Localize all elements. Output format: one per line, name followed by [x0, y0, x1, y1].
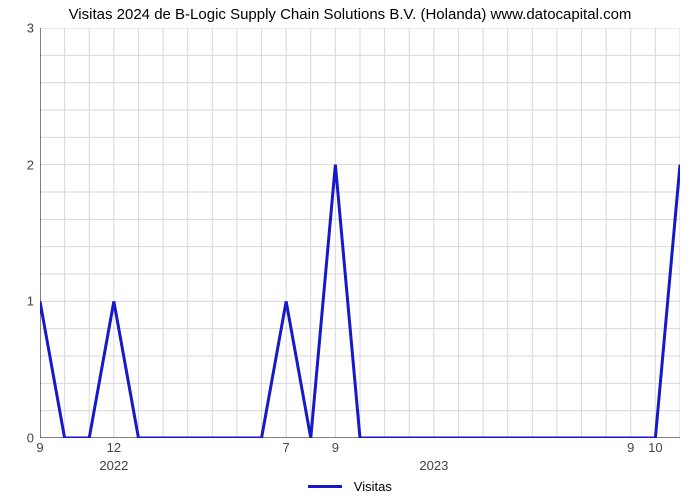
y-tick-label: 3 — [4, 21, 34, 36]
x-tick-label: 7 — [283, 440, 290, 455]
y-tick-label: 1 — [4, 294, 34, 309]
x-sub-label: 2023 — [419, 458, 448, 473]
plot-area — [40, 28, 680, 438]
x-tick-label: 12 — [107, 440, 121, 455]
x-tick-label: 9 — [36, 440, 43, 455]
x-tick-label: 9 — [332, 440, 339, 455]
legend-label: Visitas — [354, 479, 392, 494]
chart-svg — [40, 28, 680, 438]
x-sub-label: 2022 — [99, 458, 128, 473]
legend: Visitas — [0, 478, 700, 494]
chart-title: Visitas 2024 de B-Logic Supply Chain Sol… — [0, 6, 700, 23]
y-tick-label: 0 — [4, 431, 34, 446]
chart-container: Visitas 2024 de B-Logic Supply Chain Sol… — [0, 0, 700, 500]
legend-swatch — [308, 485, 342, 488]
x-tick-label: 9 — [627, 440, 634, 455]
x-tick-label: 10 — [648, 440, 662, 455]
y-tick-label: 2 — [4, 157, 34, 172]
